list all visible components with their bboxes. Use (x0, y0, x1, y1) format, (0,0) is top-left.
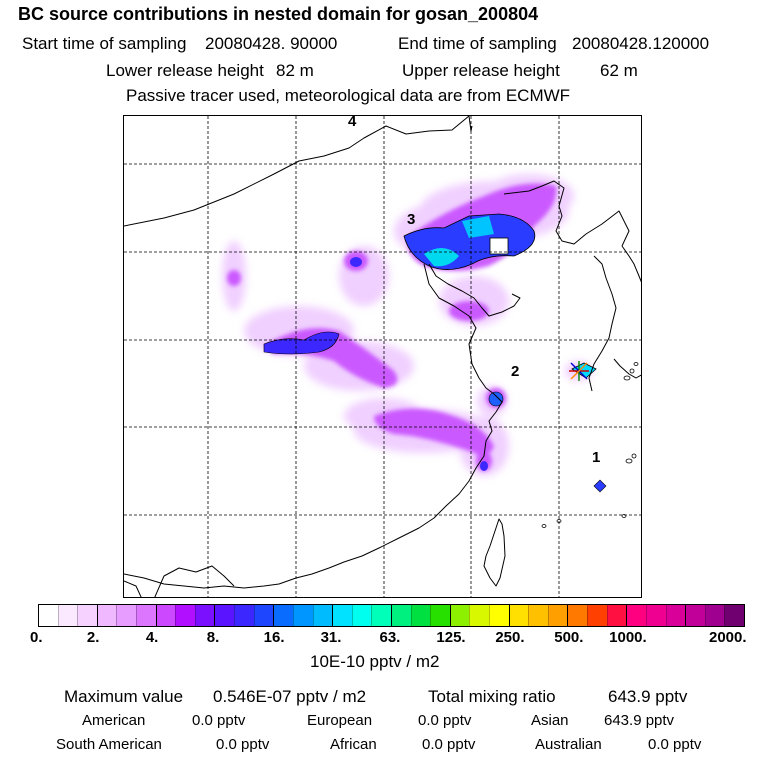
colorbar-cell (155, 605, 176, 626)
colorbar-tick-label: 1000. (609, 629, 647, 646)
region-value: 0.0 pptv (648, 736, 702, 753)
total-mixing-value: 643.9 pptv (608, 687, 688, 706)
colorbar-cell (371, 605, 391, 626)
colorbar-cell (410, 605, 431, 626)
colorbar-unit: 10E-10 pptv / m2 (310, 652, 440, 671)
colorbar-tick-label: 500. (554, 629, 584, 646)
region-name: African (330, 736, 377, 753)
colorbar-cell (508, 605, 529, 626)
colorbar-tick-label: 125. (436, 629, 466, 646)
colorbar-cell (528, 605, 548, 626)
upper-height-value: 62 m (600, 61, 638, 80)
colorbar-cell (57, 605, 78, 626)
colorbar-cell (96, 605, 117, 626)
colorbar-cell (626, 605, 646, 626)
colorbar-cell (724, 605, 744, 626)
colorbar-cell (292, 605, 313, 626)
colorbar-cell (194, 605, 215, 626)
region-name: European (307, 712, 373, 729)
lower-height-label: Lower release height (106, 61, 264, 80)
region-value: 0.0 pptv (216, 736, 270, 753)
colorbar-cell (312, 605, 333, 626)
colorbar-cell (116, 605, 137, 626)
colorbar-cell (430, 605, 450, 626)
colorbar-cell (704, 605, 725, 626)
region-value: 0.0 pptv (422, 736, 476, 753)
colorbar (38, 604, 745, 627)
colorbar-tick-label: 250. (495, 629, 525, 646)
colorbar-cell (567, 605, 588, 626)
map-label-4: 4 (348, 116, 357, 130)
upper-height-label: Upper release height (402, 61, 560, 80)
colorbar-tick-label: 0. (30, 629, 43, 646)
region-value: 0.0 pptv (192, 712, 246, 729)
concentration-map: 4 3 2 1 (124, 116, 641, 597)
colorbar-cell (685, 605, 705, 626)
colorbar-cell (77, 605, 97, 626)
region-name: Australian (535, 736, 602, 753)
colorbar-cell (606, 605, 627, 626)
lower-height-value: 82 m (276, 61, 314, 80)
start-time-label: Start time of sampling (22, 34, 187, 53)
colorbar-cell (587, 605, 607, 626)
colorbar-tick-label: 31. (320, 629, 342, 646)
coastlines (124, 116, 641, 597)
region-name: Asian (531, 712, 569, 729)
total-mixing-label: Total mixing ratio (428, 687, 556, 706)
region-value: 643.9 pptv (604, 712, 675, 729)
colorbar-cell (175, 605, 195, 626)
asterisk-marker (569, 361, 589, 381)
plume-core (263, 213, 607, 493)
max-value: 0.546E-07 pptv / m2 (213, 687, 367, 706)
map-label-2: 2 (511, 363, 519, 380)
islands (541, 362, 639, 528)
colorbar-tick-label: 63. (379, 629, 401, 646)
colorbar-cell (332, 605, 352, 626)
chart-title: BC source contributions in nested domain… (18, 4, 539, 24)
colorbar-tick-label: 16. (263, 629, 285, 646)
start-time-value: 20080428. 90000 (205, 34, 338, 53)
end-time-value: 20080428.120000 (572, 34, 710, 53)
colorbar-cell (214, 605, 235, 626)
tracer-note: Passive tracer used, meteorological data… (126, 86, 571, 105)
colorbar-cell (665, 605, 686, 626)
region-name: South American (56, 736, 162, 753)
colorbar-cell (351, 605, 372, 626)
map-panel: 4 3 2 1 (123, 115, 642, 598)
colorbar-cell (234, 605, 254, 626)
colorbar-cell (253, 605, 274, 626)
colorbar-cell (390, 605, 411, 626)
colorbar-cell (645, 605, 666, 626)
map-grid (124, 116, 641, 597)
colorbar-cell (449, 605, 470, 626)
colorbar-cell (489, 605, 509, 626)
colorbar-tick-label: 4. (145, 629, 159, 646)
colorbar-tick-label: 8. (206, 629, 220, 646)
map-label-3: 3 (407, 211, 415, 228)
colorbar-cell (136, 605, 156, 626)
colorbar-cell (273, 605, 293, 626)
map-label-1: 1 (592, 449, 600, 466)
colorbar-cell (547, 605, 568, 626)
colorbar-cell (469, 605, 490, 626)
end-time-label: End time of sampling (398, 34, 557, 53)
colorbar-cell (39, 605, 58, 626)
colorbar-tick-label: 2000. (709, 629, 747, 646)
colorbar-tick-label: 2. (86, 629, 100, 646)
region-value: 0.0 pptv (418, 712, 472, 729)
max-value-label: Maximum value (64, 687, 184, 706)
region-name: American (82, 712, 146, 729)
